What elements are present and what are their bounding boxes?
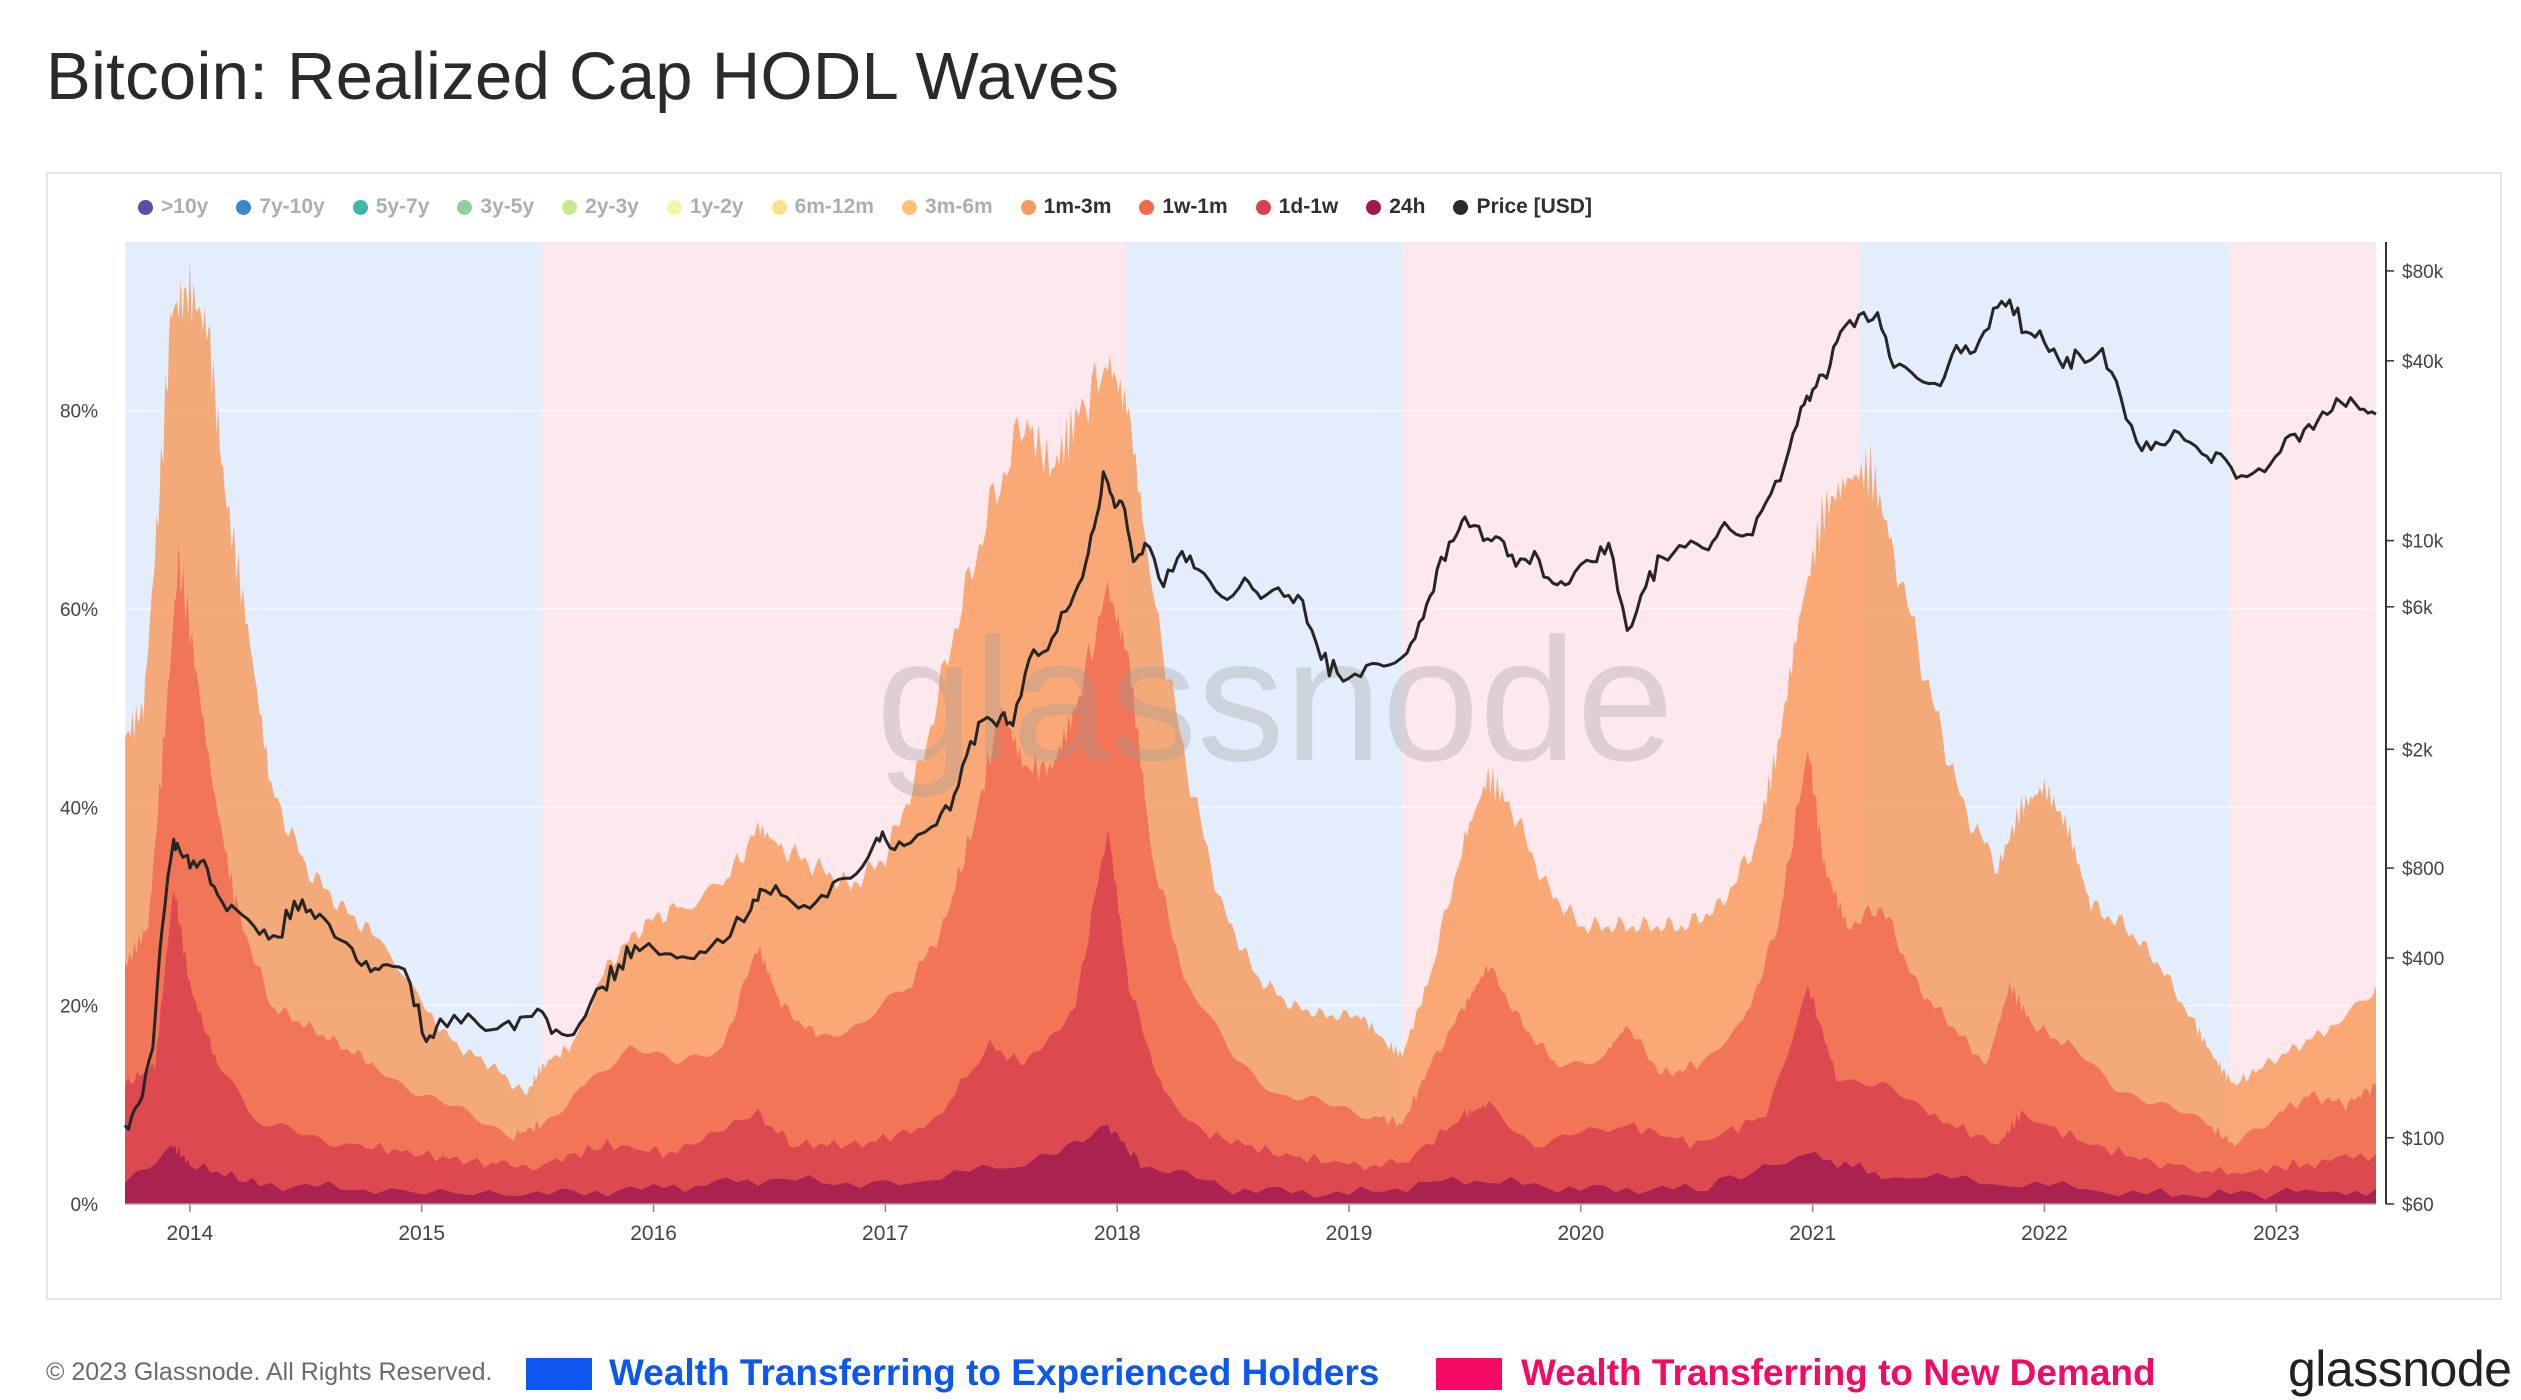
new-demand-label: Wealth Transferring to New Demand [1521, 1352, 2156, 1393]
chart-legend: >10y 7y-10y 5y-7y 3y-5y 2y-3y 1y-2y 6m-12m 3m-6… [138, 190, 1620, 224]
x-tick-label: 2014 [167, 1222, 214, 1245]
experienced-holders-label: Wealth Transferring to Experienced Holde… [609, 1352, 1380, 1393]
legend-item[interactable]: Price [USD] [1453, 195, 1592, 219]
glassnode-logo: glassnode [2288, 1341, 2512, 1397]
y-left-tick-label: 0% [71, 1195, 99, 1216]
legend-item[interactable]: 5y-7y [352, 195, 430, 219]
watermark: glassnode [876, 603, 1674, 798]
legend-item[interactable]: 2y-3y [562, 195, 639, 219]
legend-item[interactable]: 1m-3m [1020, 195, 1112, 219]
legend-item[interactable]: 6m-12m [771, 195, 874, 219]
x-tick-label: 2015 [398, 1222, 445, 1245]
y-right-tick-label: $800 [2402, 859, 2444, 880]
y-left-tick-label: 80% [60, 402, 98, 423]
legend-label: 1w-1m [1162, 195, 1228, 218]
price-line [123, 298, 2377, 1131]
left-axis-ticks: 0% 20% 40% 60% 80% [60, 402, 98, 1216]
legend-item[interactable]: 1d-1w [1255, 195, 1339, 219]
legend-label: Price [USD] [1476, 195, 1592, 218]
legend-dot [666, 199, 682, 215]
y-left-tick-label: 60% [60, 600, 98, 621]
legend-label: 7y-10y [259, 195, 325, 218]
x-tick-label: 2020 [1557, 1222, 1604, 1245]
legend-label: 2y-3y [585, 195, 639, 218]
right-axis-ticks: $60 $100 $400 $800 $2k $6k $10k $40k $80k [2386, 262, 2444, 1216]
x-tick-label: 2018 [1094, 1222, 1141, 1245]
y-right-tick-label: $400 [2402, 949, 2444, 970]
legend-item[interactable]: 3m-6m [901, 195, 993, 219]
legend-label: 3y-5y [480, 195, 535, 218]
hodl-wave-areas [125, 259, 2376, 1204]
legend-item[interactable]: 7y-10y [236, 195, 325, 219]
legend-label: >10y [161, 195, 209, 218]
area-24h [125, 1124, 2376, 1204]
legend-label: 1y-2y [689, 195, 744, 218]
y-right-tick-label: $60 [2402, 1195, 2434, 1216]
legend-dot [1453, 199, 1469, 215]
legend-dot [352, 199, 368, 215]
y-right-tick-label: $100 [2402, 1129, 2444, 1150]
x-tick-label: 2023 [2253, 1222, 2300, 1245]
legend-item[interactable]: 24h [1366, 195, 1425, 219]
x-tick-label: 2021 [1789, 1222, 1836, 1245]
x-tick-label: 2019 [1326, 1222, 1373, 1245]
area-1d-1w [125, 830, 2376, 1204]
legend-label: 3m-6m [924, 195, 993, 218]
x-axis-ticks: 2014 2015 2016 2017 2018 2019 2020 2021 2022 2023 [125, 1203, 2376, 1245]
x-tick-label: 2017 [862, 1222, 909, 1245]
y-right-tick-label: $80k [2402, 262, 2444, 283]
legend-item[interactable]: 1y-2y [666, 195, 744, 219]
legend-dot [236, 199, 252, 215]
legend-dot [1020, 199, 1036, 215]
price-line-group [123, 298, 2377, 1131]
legend-label: 24h [1389, 195, 1426, 218]
legend-label: 1m-3m [1043, 195, 1112, 218]
legend-dot [1255, 199, 1271, 215]
y-right-tick-label: $10k [2402, 532, 2444, 553]
x-tick-label: 2022 [2021, 1222, 2068, 1245]
legend-dot [1366, 199, 1382, 215]
legend-label: 1d-1w [1278, 195, 1339, 218]
legend-dot [1139, 199, 1155, 215]
y-right-tick-label: $40k [2402, 352, 2444, 373]
legend-label: 6m-12m [794, 195, 874, 218]
experienced-holders-swatch [526, 1358, 592, 1390]
chart-title: Bitcoin: Realized Cap HODL Waves [46, 39, 1120, 114]
legend-label: 5y-7y [375, 195, 430, 218]
legend-dot [457, 199, 473, 215]
legend-dot [138, 199, 153, 215]
y-right-tick-label: $2k [2402, 740, 2433, 761]
y-left-tick-label: 40% [60, 798, 98, 819]
y-right-tick-label: $6k [2402, 598, 2433, 619]
new-demand-swatch [1436, 1358, 1502, 1390]
x-tick-label: 2016 [630, 1222, 677, 1245]
y-left-tick-label: 20% [60, 997, 98, 1018]
legend-item[interactable]: 3y-5y [457, 195, 534, 219]
legend-item[interactable]: >10y [138, 195, 208, 219]
legend-item[interactable]: 1w-1m [1139, 195, 1228, 219]
legend-dot [901, 199, 917, 215]
legend-dot [771, 199, 787, 215]
legend-dot [562, 199, 578, 215]
copyright-text: © 2023 Glassnode. All Rights Reserved. [46, 1358, 493, 1386]
